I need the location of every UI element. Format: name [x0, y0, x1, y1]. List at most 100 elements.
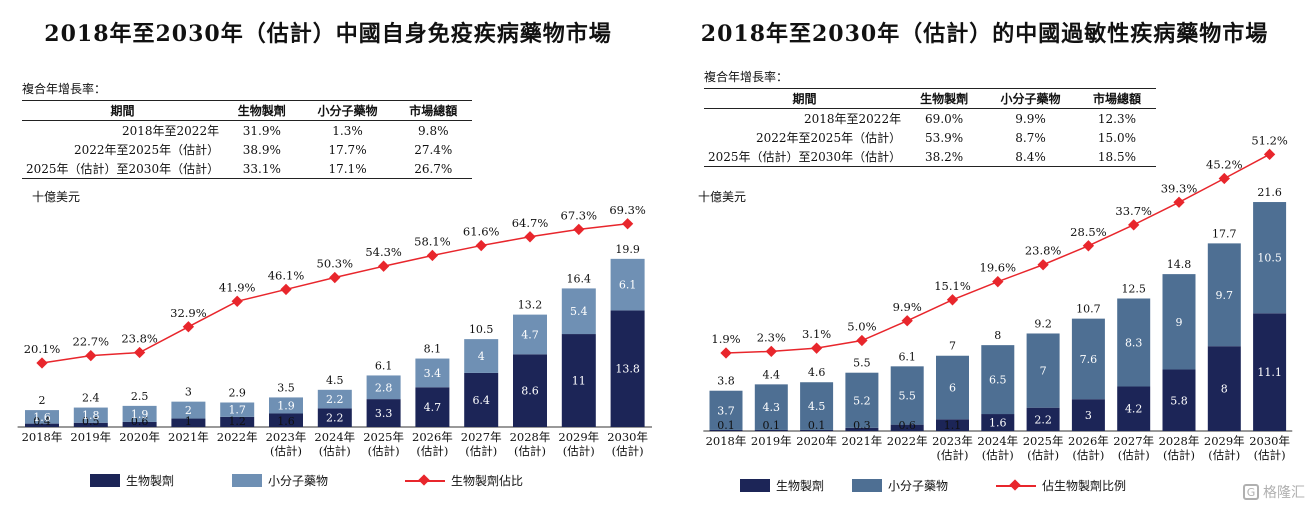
cagr-period: 2022年至2025年（估計）: [74, 143, 220, 157]
line-marker: [280, 283, 292, 296]
data-label-small-molecule: 1.6: [33, 411, 51, 424]
cagr-period: 2018年至2022年: [122, 124, 220, 138]
line-marker: [475, 239, 487, 252]
data-label-total: 2.9: [228, 386, 246, 399]
data-label-bio: 3.3: [375, 407, 393, 420]
bar-small-molecule: [73, 407, 108, 423]
x-tick-label: 2023年: [266, 430, 307, 444]
line-data-label: 41.9%: [219, 280, 256, 294]
cagr-total: 12.3%: [1097, 111, 1137, 126]
x-tick-sublabel: (估計): [1254, 448, 1286, 462]
line-marker: [182, 321, 195, 333]
data-label-bio: 1.1: [944, 419, 962, 432]
data-label-bio: 5.8: [1170, 394, 1188, 407]
legend-label-line: 佔生物製劑比例: [1042, 479, 1127, 493]
x-tick-label: 2025年: [1023, 434, 1064, 448]
cagr-label: 複合年增長率：: [704, 70, 789, 84]
line-marker: [856, 334, 868, 347]
cagr-header-period: 期間: [22, 100, 224, 121]
x-tick-sublabel: (估計): [937, 448, 969, 462]
cagr-header-row: 期間 生物製劑 小分子藥物 市場總額: [22, 100, 472, 121]
legend-line-marker: [996, 479, 1036, 493]
x-tick-sublabel: (估計): [1027, 448, 1059, 462]
data-label-total: 7: [949, 340, 956, 353]
line-marker: [720, 347, 732, 359]
data-label-bio: 6.4: [472, 394, 490, 407]
line-data-label: 28.5%: [1070, 225, 1107, 239]
x-tick-label: 2028年: [510, 430, 551, 444]
x-tick-sublabel: (估計): [319, 444, 351, 458]
x-tick-sublabel: (估計): [368, 444, 400, 458]
x-tick-sublabel: (估計): [1163, 448, 1195, 462]
x-tick-label: 2024年: [314, 430, 355, 444]
data-label-small-molecule: 10.5: [1257, 252, 1282, 265]
line-marker: [524, 231, 536, 243]
watermark-logo-icon: G: [1243, 484, 1259, 500]
data-label-total: 19.9: [615, 243, 640, 256]
legend-item-small: 小分子藥物: [852, 477, 948, 494]
cagr-header-small: 小分子藥物: [300, 100, 395, 121]
cagr-header-total: 市場總額: [394, 100, 472, 121]
x-tick-label: 2022年: [217, 430, 258, 444]
bar-bio: [171, 418, 206, 427]
data-label-bio: 2.2: [326, 412, 344, 425]
cagr-period: 2025年（估計）至2030年（估計）: [26, 162, 220, 176]
cagr-header-total: 市場總額: [1077, 88, 1156, 109]
chart-title: 2018年至2030年（估計）的中國過敏性疾病藥物市場: [700, 21, 1269, 47]
data-label-small-molecule: 1.8: [82, 409, 100, 422]
data-label-bio: 1.2: [228, 415, 246, 428]
bar-bio: [73, 422, 108, 427]
cagr-total: 15.0%: [1097, 130, 1137, 145]
legend-item-line: 佔生物製劑比例: [996, 477, 1126, 494]
cagr-period: 2025年（估計）至2030年（估計）: [708, 150, 902, 164]
line-marker: [426, 249, 439, 262]
bar-bio: [1253, 313, 1287, 431]
bar-small-molecule: [366, 375, 401, 400]
data-label-small-molecule: 6.1: [619, 279, 637, 292]
chart-plot-allergy: 0.1 3.7 3.8 2018年 0.1 4.3 4.4 2019年 0.1 4.5 4.6 202…: [703, 133, 1293, 462]
data-label-bio: 13.8: [615, 363, 640, 376]
bar-bio: [981, 414, 1015, 431]
legend-label-bio: 生物製劑: [126, 474, 175, 488]
data-label-small-molecule: 5.4: [570, 305, 588, 318]
watermark-text: 格隆汇: [1263, 485, 1305, 501]
bar-bio: [1207, 346, 1241, 431]
x-tick-label: 2030年: [607, 430, 648, 444]
data-label-total: 4.5: [326, 374, 344, 387]
cagr-row: 2022年至2025年（估計） 53.9% 8.7% 15.0%: [704, 128, 1156, 147]
x-tick-label: 2020年: [119, 430, 160, 444]
data-label-small-molecule: 3.7: [717, 404, 735, 417]
x-tick-label: 2020年: [796, 434, 837, 448]
bar-small-molecule: [1117, 298, 1151, 387]
bar-small-molecule: [981, 345, 1015, 415]
data-label-total: 4.4: [763, 368, 781, 381]
line-data-label: 51.2%: [1251, 133, 1288, 147]
data-label-total: 13.2: [518, 299, 543, 312]
cagr-header-period: 期間: [704, 88, 906, 109]
line-data-label: 64.7%: [512, 216, 549, 230]
line-marker: [377, 260, 390, 272]
line-data-label: 45.2%: [1206, 158, 1243, 172]
bar-bio: [561, 334, 596, 427]
cagr-period: 2022年至2025年（估計）: [756, 131, 902, 145]
data-label-bio: 4.7: [424, 401, 442, 414]
bar-bio: [1026, 407, 1060, 431]
cagr-label: 複合年增長率：: [22, 82, 107, 96]
bar-small-molecule: [220, 402, 255, 417]
data-label-small-molecule: 6.5: [989, 374, 1007, 387]
bar-small-molecule: [1071, 318, 1105, 400]
legend-item-line: 生物製劑佔比: [405, 472, 523, 489]
data-label-bio: 0.6: [898, 419, 916, 432]
line-marker: [231, 295, 243, 307]
data-label-total: 3.8: [717, 375, 735, 388]
legend-line-marker: [405, 474, 445, 488]
line-marker: [133, 346, 146, 359]
x-tick-label: 2026年: [1068, 434, 1109, 448]
data-label-total: 16.4: [567, 272, 592, 285]
bar-small-molecule: [269, 397, 303, 414]
bar-small-molecule: [709, 390, 743, 430]
x-tick-label: 2025年: [363, 430, 404, 444]
data-label-total: 10.7: [1076, 303, 1101, 316]
x-tick-sublabel: (估計): [514, 444, 546, 458]
chart-plot-autoimmune: 0.41.622018年0.51.82.42019年0.61.92.52020年…: [17, 203, 652, 458]
